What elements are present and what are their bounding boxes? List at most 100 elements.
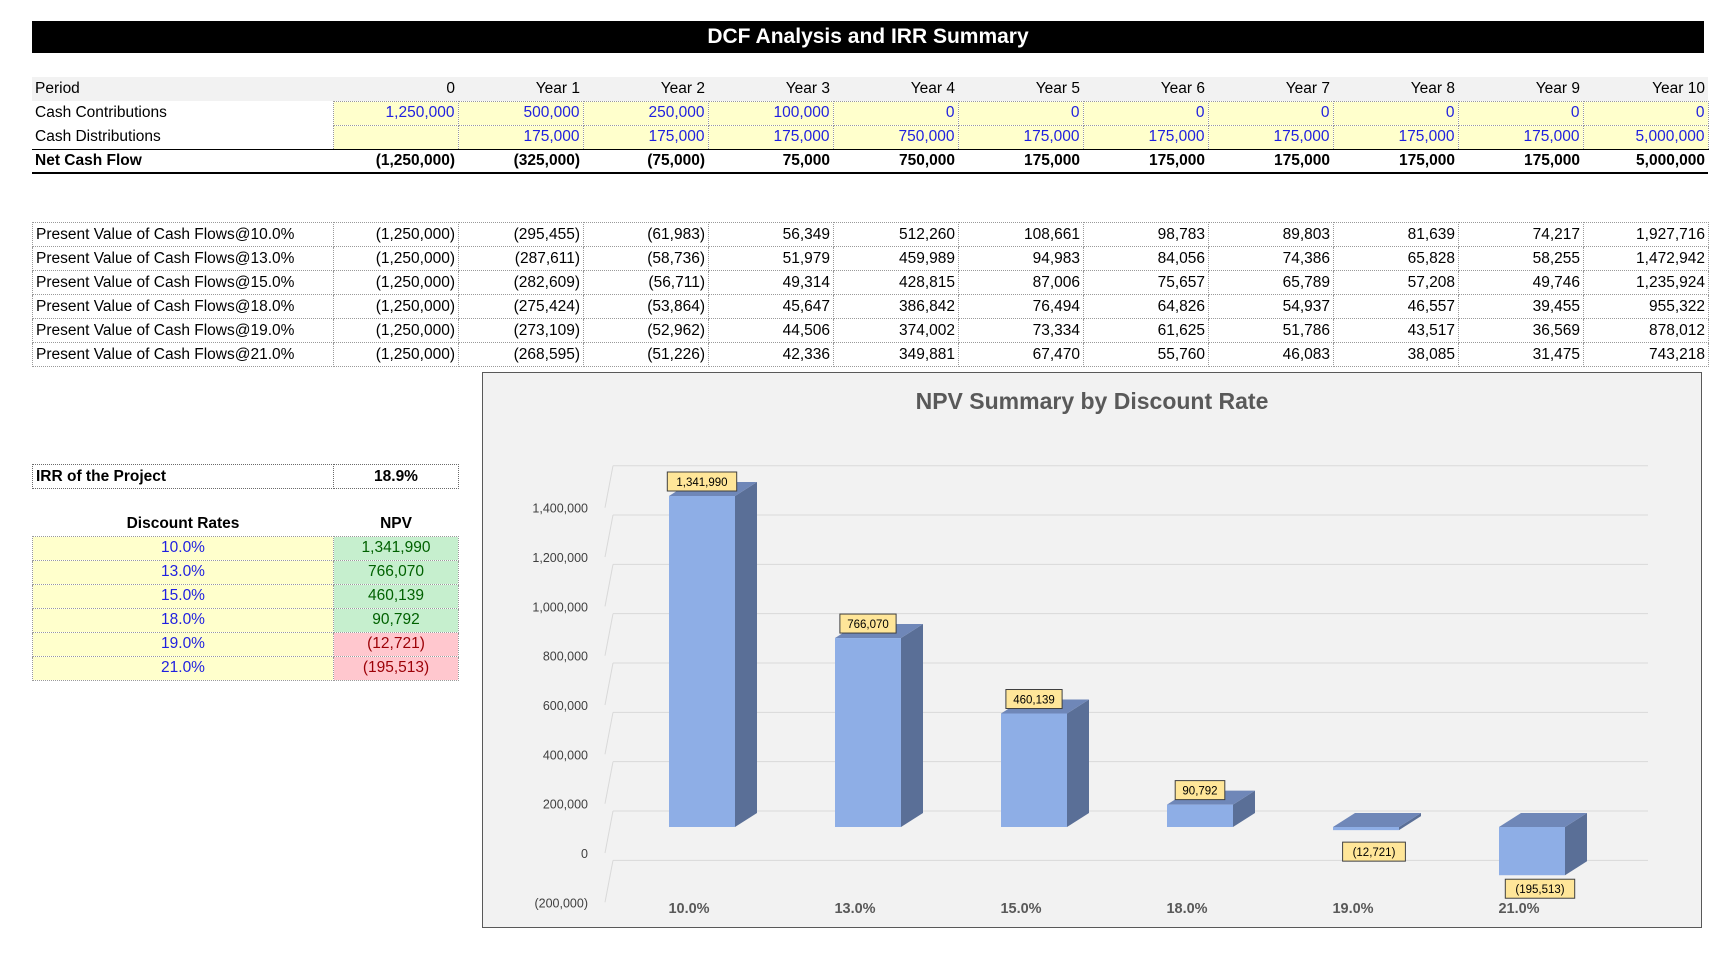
distributions-row-label[interactable]: Cash Distributions bbox=[35, 127, 161, 145]
cell[interactable]: 5,000,000 bbox=[1583, 148, 1708, 174]
npv-cell[interactable]: 90,792 bbox=[333, 607, 459, 633]
pv-row-label[interactable]: Present Value of Cash Flows@13.0% bbox=[32, 246, 334, 271]
cell[interactable]: (1,250,000) bbox=[333, 318, 459, 343]
cell[interactable]: 58,255 bbox=[1458, 246, 1584, 271]
cell[interactable]: (1,250,000) bbox=[333, 294, 459, 319]
cell[interactable]: 55,760 bbox=[1083, 342, 1209, 367]
pv-row-label[interactable]: Present Value of Cash Flows@21.0% bbox=[32, 342, 334, 367]
cell[interactable]: 175,000 bbox=[1457, 124, 1584, 150]
cell[interactable]: 1,927,716 bbox=[1583, 222, 1709, 247]
cell[interactable]: 74,217 bbox=[1458, 222, 1584, 247]
cell[interactable]: 94,983 bbox=[958, 246, 1084, 271]
bar[interactable] bbox=[669, 496, 735, 827]
cell[interactable]: (295,455) bbox=[458, 222, 584, 247]
cell[interactable]: 51,786 bbox=[1208, 318, 1334, 343]
cell[interactable]: 250,000 bbox=[582, 100, 709, 126]
cell[interactable]: 386,842 bbox=[833, 294, 959, 319]
discount-rate-cell[interactable]: 19.0% bbox=[32, 631, 334, 657]
cell[interactable]: 1,250,000 bbox=[332, 100, 459, 126]
cell[interactable]: 175,000 bbox=[1333, 148, 1458, 174]
cell[interactable]: 175,000 bbox=[1082, 124, 1209, 150]
discount-rate-cell[interactable]: 15.0% bbox=[32, 583, 334, 609]
cell[interactable]: 46,083 bbox=[1208, 342, 1334, 367]
cell[interactable]: (52,962) bbox=[583, 318, 709, 343]
cell[interactable]: 0 bbox=[1207, 100, 1334, 126]
cell[interactable]: 175,000 bbox=[1458, 148, 1583, 174]
cell[interactable]: 349,881 bbox=[833, 342, 959, 367]
cell[interactable]: 65,789 bbox=[1208, 270, 1334, 295]
cell[interactable]: (56,711) bbox=[583, 270, 709, 295]
cell[interactable]: 878,012 bbox=[1583, 318, 1709, 343]
cell[interactable]: 54,937 bbox=[1208, 294, 1334, 319]
cell[interactable]: 76,494 bbox=[958, 294, 1084, 319]
irr-value[interactable]: 18.9% bbox=[333, 464, 459, 489]
cell[interactable]: 175,000 bbox=[1332, 124, 1459, 150]
pv-row-label[interactable]: Present Value of Cash Flows@18.0% bbox=[32, 294, 334, 319]
period-header-cell[interactable]: Year 10 bbox=[1583, 77, 1708, 101]
cell[interactable]: (1,250,000) bbox=[333, 270, 459, 295]
cell[interactable]: 955,322 bbox=[1583, 294, 1709, 319]
cell[interactable]: (58,736) bbox=[583, 246, 709, 271]
cell[interactable]: 43,517 bbox=[1333, 318, 1459, 343]
period-header-cell[interactable]: Year 1 bbox=[458, 77, 583, 101]
bar[interactable] bbox=[1001, 713, 1067, 827]
cell[interactable]: 89,803 bbox=[1208, 222, 1334, 247]
cell[interactable]: (273,109) bbox=[458, 318, 584, 343]
cell[interactable]: 743,218 bbox=[1583, 342, 1709, 367]
npv-chart[interactable]: NPV Summary by Discount Rate (200,000) 0 20… bbox=[482, 372, 1702, 928]
npv-cell[interactable]: 766,070 bbox=[333, 559, 459, 585]
cell[interactable]: 31,475 bbox=[1458, 342, 1584, 367]
discount-rate-cell[interactable]: 21.0% bbox=[32, 655, 334, 681]
period-header-cell[interactable]: Year 2 bbox=[583, 77, 708, 101]
cell[interactable]: 0 bbox=[1457, 100, 1584, 126]
cell[interactable]: (1,250,000) bbox=[333, 342, 459, 367]
cell[interactable]: 84,056 bbox=[1083, 246, 1209, 271]
cell[interactable]: 750,000 bbox=[832, 124, 959, 150]
cell[interactable]: 51,979 bbox=[708, 246, 834, 271]
period-header-cell[interactable]: Year 7 bbox=[1208, 77, 1333, 101]
cell[interactable]: 175,000 bbox=[707, 124, 834, 150]
period-header-cell[interactable]: Year 6 bbox=[1083, 77, 1208, 101]
cell[interactable]: (51,226) bbox=[583, 342, 709, 367]
discount-rate-cell[interactable]: 18.0% bbox=[32, 607, 334, 633]
cell[interactable]: 512,260 bbox=[833, 222, 959, 247]
cell[interactable]: 108,661 bbox=[958, 222, 1084, 247]
bar[interactable] bbox=[1499, 827, 1565, 876]
cell[interactable]: 374,002 bbox=[833, 318, 959, 343]
cell[interactable]: 459,989 bbox=[833, 246, 959, 271]
cell[interactable]: 750,000 bbox=[833, 148, 958, 174]
cell[interactable]: (61,983) bbox=[583, 222, 709, 247]
cell[interactable]: 0 bbox=[957, 100, 1084, 126]
cell[interactable]: 500,000 bbox=[457, 100, 584, 126]
cell[interactable]: 0 bbox=[832, 100, 959, 126]
cell[interactable]: (1,250,000) bbox=[333, 246, 459, 271]
period-header-cell[interactable]: Year 5 bbox=[958, 77, 1083, 101]
cell[interactable]: 42,336 bbox=[708, 342, 834, 367]
cell[interactable]: (268,595) bbox=[458, 342, 584, 367]
cell[interactable] bbox=[332, 124, 459, 150]
cell[interactable]: 175,000 bbox=[582, 124, 709, 150]
cell[interactable]: 175,000 bbox=[1208, 148, 1333, 174]
cell[interactable]: (53,864) bbox=[583, 294, 709, 319]
cell[interactable]: (275,424) bbox=[458, 294, 584, 319]
cell[interactable]: (1,250,000) bbox=[333, 148, 458, 174]
period-header-cell[interactable]: Year 8 bbox=[1333, 77, 1458, 101]
period-header-cell[interactable]: Year 4 bbox=[833, 77, 958, 101]
cell[interactable]: 74,386 bbox=[1208, 246, 1334, 271]
bar[interactable] bbox=[1167, 804, 1233, 827]
npv-cell[interactable]: (195,513) bbox=[333, 655, 459, 681]
cell[interactable]: (287,611) bbox=[458, 246, 584, 271]
cell[interactable]: 428,815 bbox=[833, 270, 959, 295]
cell[interactable]: 87,006 bbox=[958, 270, 1084, 295]
net-cash-flow-row-label[interactable]: Net Cash Flow bbox=[32, 148, 333, 174]
cell[interactable]: (325,000) bbox=[458, 148, 583, 174]
cell[interactable]: 36,569 bbox=[1458, 318, 1584, 343]
npv-cell[interactable]: (12,721) bbox=[333, 631, 459, 657]
period-header-cell[interactable]: Year 3 bbox=[708, 77, 833, 101]
cell[interactable]: 0 bbox=[1082, 100, 1209, 126]
cell[interactable]: 49,314 bbox=[708, 270, 834, 295]
pv-row-label[interactable]: Present Value of Cash Flows@19.0% bbox=[32, 318, 334, 343]
period-header-cell[interactable]: 0 bbox=[333, 77, 458, 101]
discount-rate-cell[interactable]: 13.0% bbox=[32, 559, 334, 585]
cell[interactable]: 73,334 bbox=[958, 318, 1084, 343]
